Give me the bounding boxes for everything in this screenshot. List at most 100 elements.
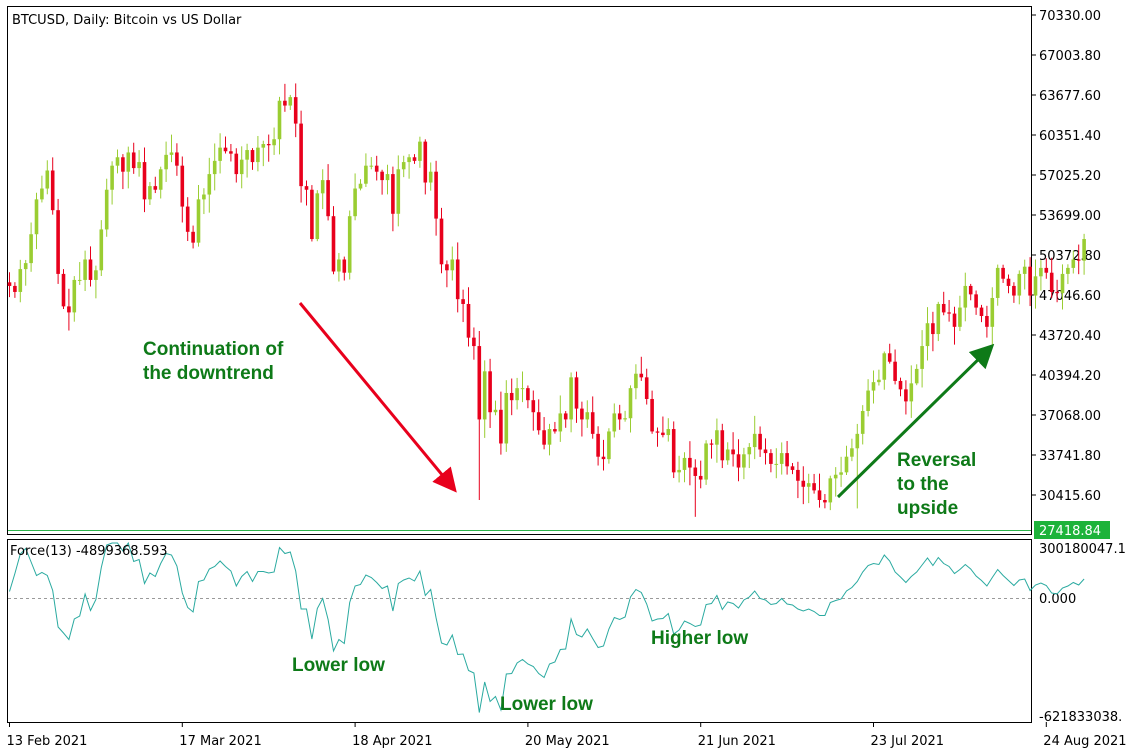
candle [1055,279,1059,303]
candle-body [369,165,374,167]
candle-body [968,285,973,295]
candle-body [574,377,579,409]
candle-body [671,429,676,473]
candle-body [153,186,158,190]
candle [526,385,530,409]
candle-body [747,447,752,455]
candle-body [169,152,174,155]
candle-body [909,383,914,402]
candle [391,166,395,232]
candle-body [77,279,82,281]
candle-body [142,162,147,200]
candle [99,220,104,277]
candle [1028,257,1032,307]
candle [18,259,23,303]
candle [947,299,951,322]
candle [931,311,935,352]
candle [709,439,714,459]
candle-body [850,448,854,457]
candle [374,155,379,181]
candle [56,198,60,284]
candle [504,380,509,452]
candle [1022,259,1027,290]
candle-body [455,259,460,300]
candle [293,83,298,138]
price-tick-label: 33741.80 [1039,449,1101,464]
candle-body [860,411,865,434]
candle [94,265,98,299]
candle-body [1006,278,1011,286]
candle [617,404,622,430]
candle [596,426,600,466]
candle-body [877,379,881,383]
candle [180,156,185,223]
candle [445,260,449,288]
candle [202,188,206,215]
candle [1076,244,1081,275]
candle-body [812,483,816,491]
candle [1082,233,1086,275]
candle-body [666,429,671,436]
candle [979,304,984,323]
candle-body [612,413,617,432]
candle [234,148,239,183]
candle [531,390,536,431]
candle-body [963,285,968,308]
candle-body [61,273,66,307]
candle-body [229,151,233,154]
candle-body [536,412,541,431]
candle [688,441,692,486]
candle [401,155,406,178]
candle-body [126,152,131,172]
candle [650,390,654,434]
candle-body [925,323,930,347]
candle-body [650,398,654,432]
candle-body [931,323,935,335]
candle [909,365,914,418]
candle [720,423,725,469]
candle-body [504,392,509,444]
candle-body [569,377,573,420]
candle-body [315,193,320,240]
candle [963,272,968,322]
candle [1066,264,1070,285]
candle-body [358,183,363,189]
candle-body [936,303,941,335]
current-price-label: 27418.84 [1039,524,1101,539]
candle [536,399,541,435]
candle [358,179,363,191]
candle-body [585,412,590,420]
candle [715,418,719,463]
candle [769,449,773,473]
candle [142,147,147,213]
candle-body [353,188,357,217]
candle-body [720,430,725,461]
candle [1001,264,1005,283]
candle [817,473,822,508]
candle [871,370,876,404]
candle-body [407,157,411,163]
reversal-annotation: Reversal to the upside [897,450,982,519]
candle [331,206,336,275]
candle [601,439,606,471]
candle [126,146,131,189]
candle [1071,250,1076,274]
candle [493,400,498,416]
candle-body [914,368,919,384]
candle [952,306,957,345]
candle-body [50,170,55,211]
candle [185,197,190,242]
candle-body [1039,267,1043,277]
candle-body [542,430,546,445]
candle-body [342,259,347,273]
candle [482,360,487,438]
candle-body [83,259,87,280]
candle-body [947,312,951,314]
candle [434,160,438,236]
candle [877,369,881,386]
candle [742,447,746,480]
candle [580,401,584,437]
force-tick-label: 300180047.1 [1039,542,1126,557]
candle [628,385,633,433]
